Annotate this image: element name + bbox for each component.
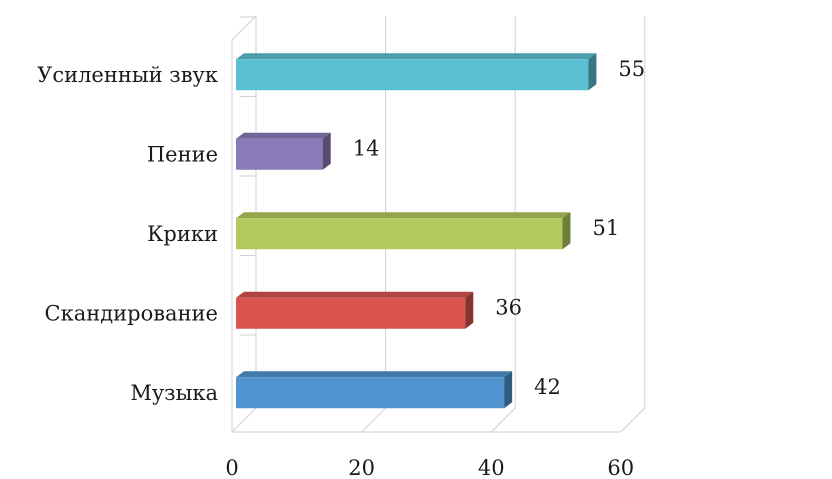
category-label: Скандирование <box>45 301 219 325</box>
x-tick-label: 60 <box>607 456 634 479</box>
x-tick-labels: 0 20 40 60 <box>225 456 634 479</box>
category-labels: Усиленный звук Пение Крики Скандирование Муз… <box>37 63 218 405</box>
floor-gridline-0 <box>231 407 257 433</box>
data-label: 42 <box>534 375 561 399</box>
bar-side-face <box>504 371 513 409</box>
data-label: 36 <box>495 295 522 319</box>
bar-front-face <box>236 377 505 409</box>
bar-top-face <box>236 53 597 60</box>
category-label: Усиленный звук <box>37 63 218 87</box>
bar-top-face <box>236 291 474 298</box>
bar-front-face <box>236 218 563 250</box>
x-tick-label: 0 <box>225 456 238 479</box>
category-label: Музыка <box>130 381 218 405</box>
bar-front-face <box>236 297 466 329</box>
axes <box>231 15 621 433</box>
floor-gridline-60 <box>620 407 646 433</box>
value-labels: 55 14 51 36 42 <box>353 57 645 399</box>
bar-side-face <box>465 291 474 329</box>
bar-side-face <box>562 212 571 250</box>
bar <box>236 53 597 91</box>
category-label: Крики <box>147 222 218 246</box>
category-label: Пение <box>147 142 218 166</box>
y-axis-top-diagonal <box>231 15 257 41</box>
x-tick-label: 40 <box>478 456 505 479</box>
data-label: 51 <box>592 216 619 240</box>
bar-top-face <box>236 212 571 219</box>
bar-top-face <box>236 132 331 139</box>
bar-side-face <box>322 132 331 170</box>
floor-gridline-40 <box>490 407 516 433</box>
data-label: 14 <box>353 136 380 160</box>
bar-front-face <box>236 138 323 170</box>
bar <box>236 212 571 250</box>
bar-top-face <box>236 371 513 378</box>
x-tick-label: 20 <box>348 456 375 479</box>
floor-gridline-20 <box>361 407 386 433</box>
bar-front-face <box>236 59 589 91</box>
bar <box>236 371 513 409</box>
data-label: 55 <box>618 57 645 81</box>
bar-side-face <box>588 53 597 91</box>
bars <box>236 53 597 409</box>
bar <box>236 132 331 170</box>
bar <box>236 291 474 329</box>
